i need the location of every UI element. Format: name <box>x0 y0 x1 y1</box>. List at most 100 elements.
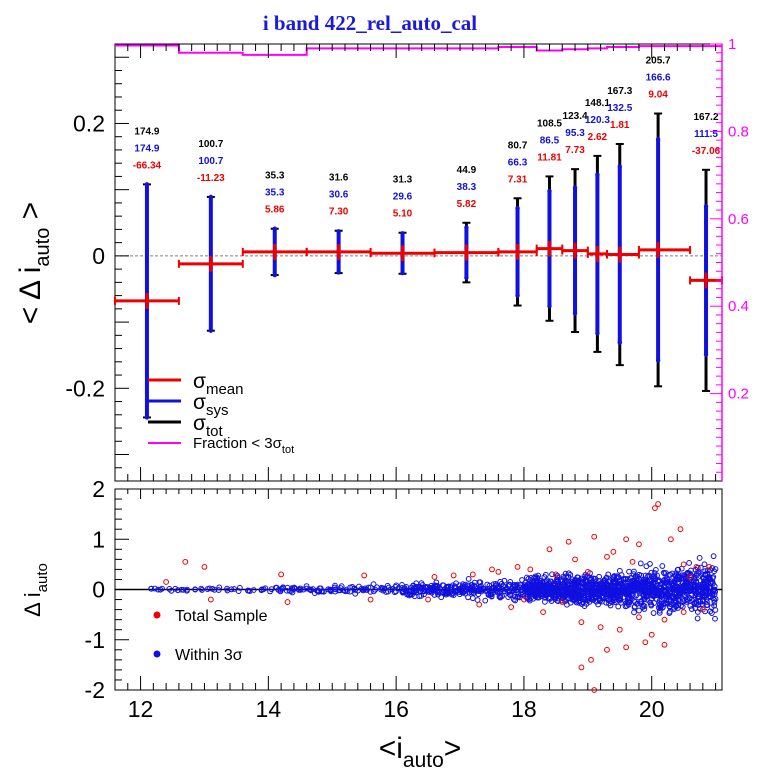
scatter-point-total <box>284 599 291 605</box>
scatter-point-within <box>286 588 293 594</box>
scatter-point-within <box>445 583 452 590</box>
bin-label-mean: 1.81 <box>610 120 630 131</box>
scatter-point-within <box>235 588 242 594</box>
scatter-point-within <box>407 591 414 598</box>
scatter-point-within <box>701 579 707 586</box>
scatter-point-within <box>663 591 670 598</box>
scatter-point-within <box>694 564 701 571</box>
scatter-point-within <box>712 588 719 595</box>
scatter-point-within <box>482 597 489 604</box>
scatter-point-within <box>707 567 714 573</box>
scatter-point-within <box>668 588 674 594</box>
scatter-point-within <box>671 606 678 613</box>
scatter-point-within <box>393 582 400 589</box>
scatter-point-within <box>630 592 636 598</box>
scatter-point-total <box>687 574 693 580</box>
bin-label-sys: 29.6 <box>393 192 413 203</box>
scatter-point-total <box>677 526 684 533</box>
sys-error-end <box>655 137 661 142</box>
scatter-point-within <box>453 580 459 587</box>
scatter-point-total <box>489 566 495 573</box>
scatter-point-within <box>617 587 623 594</box>
x-axis-label: <iauto> <box>379 732 462 772</box>
scatter-point-total <box>469 571 476 578</box>
scatter-point-within <box>636 594 642 601</box>
scatter-point-within <box>506 588 513 595</box>
scatter-point-within <box>401 585 408 591</box>
scatter-point-total <box>565 538 572 545</box>
scatter-point-within <box>528 581 535 588</box>
scatter-point-within <box>582 573 588 580</box>
scatter-point-total <box>572 556 578 563</box>
sys-error-end <box>595 331 600 336</box>
scatter-point-within <box>631 597 638 604</box>
scatter-point-total <box>667 536 674 543</box>
scatter-point-within <box>598 580 605 586</box>
scatter-point-within <box>631 568 637 575</box>
scatter-point-total <box>629 558 636 565</box>
scatter-point-within <box>489 587 496 594</box>
scatter-point-total <box>546 546 553 553</box>
scatter-point-total <box>278 571 285 578</box>
bin-label-tot: 35.3 <box>265 171 285 182</box>
scatter-point-within <box>297 585 304 592</box>
scatter-point-within <box>656 609 663 616</box>
top-y-axis: 0.2 0 -0.2 <box>65 43 129 469</box>
scatter-point-total <box>361 572 368 579</box>
scatter-point-total <box>476 601 483 608</box>
legend-label-sys: σsys <box>193 391 228 419</box>
scatter-point-within <box>178 586 185 593</box>
legend-label-tot: σtot <box>193 412 223 440</box>
scatter-point-within <box>438 594 445 601</box>
bin-label-sys: 95.3 <box>565 128 585 139</box>
scatter-point-within <box>250 587 257 593</box>
top-y2-axis: 0.2 0.4 0.6 0.8 1 <box>710 36 749 481</box>
top-panel: 174.9 174.9 -66.34 100.7 100.7 -11.23 35.3 35.3… <box>14 36 749 482</box>
scatter-point-within <box>553 592 560 598</box>
mean-point <box>546 245 553 252</box>
scatter-point-within <box>236 584 243 591</box>
scatter-point-within <box>592 591 598 598</box>
legend-label-within: Within 3σ <box>175 647 243 664</box>
scatter-point-total <box>207 596 214 603</box>
bottom-legend: Total Sample Within 3σ <box>153 608 268 664</box>
scatter-point-total <box>680 561 687 568</box>
scatter-point-total <box>604 553 610 560</box>
sys-error-end <box>400 270 405 276</box>
sys-error-end <box>144 182 150 187</box>
bin-label-tot: 31.6 <box>329 173 349 184</box>
scatter-point-total <box>559 599 566 605</box>
bottom-panel: 2 1 0 -1 -2 12 14 16 18 20 Total Sample Within 3σ… <box>20 476 723 772</box>
scatter-point-total <box>648 631 655 638</box>
scatter-point-within <box>663 599 670 606</box>
scatter-point-within <box>669 570 676 577</box>
scatter-point-within <box>180 586 187 593</box>
mean-point <box>703 277 709 283</box>
top-x-ticks <box>127 44 717 481</box>
scatter-point-within <box>704 602 711 608</box>
scatter-point-total <box>425 596 431 603</box>
scatter-point-total <box>623 644 630 651</box>
sys-error-end <box>400 231 405 236</box>
sys-error-end <box>336 270 341 275</box>
scatter-point-within <box>523 574 530 581</box>
bin-label-mean: 7.73 <box>565 145 585 156</box>
scatter-point-within <box>618 572 625 578</box>
scatter-point-within <box>630 571 637 578</box>
scatter-point-total <box>636 541 642 548</box>
scatter-point-within <box>678 602 684 609</box>
scatter-point-within <box>370 588 377 595</box>
scatter-point-within <box>636 571 643 578</box>
scatter-point-within <box>695 583 702 590</box>
scatter-point-within <box>465 594 471 601</box>
y-tick-label: 2 <box>92 476 105 502</box>
scatter-point-within <box>272 584 279 591</box>
scatter-point-within <box>686 560 692 566</box>
scatter-point-within <box>400 588 407 594</box>
y2-tick-label: 0.4 <box>728 298 749 315</box>
scatter-point-within <box>431 582 438 589</box>
scatter-point-within <box>199 587 205 593</box>
scatter-point-within <box>421 591 427 598</box>
scatter-point-within <box>599 588 605 595</box>
